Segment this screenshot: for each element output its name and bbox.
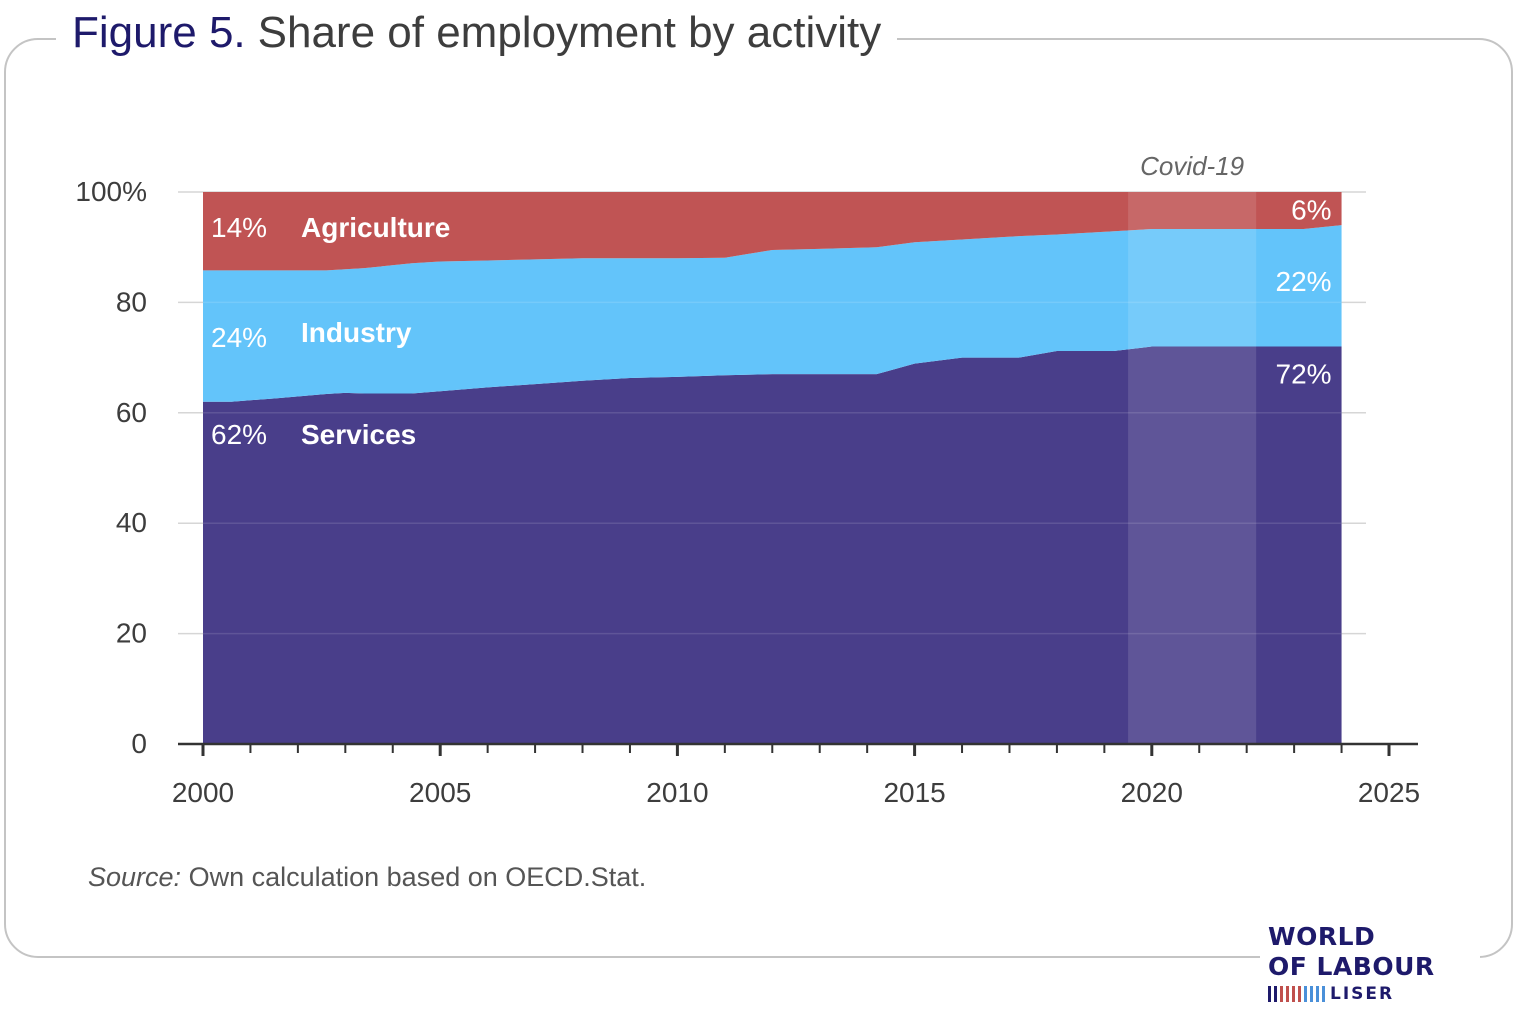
label-agriculture-name: Agriculture [301,212,450,243]
label-industry-end: 22% [1276,266,1332,297]
figure-title: Share of employment by activity [257,8,882,57]
label-industry-name: Industry [301,317,412,348]
figure-number: Figure 5. [72,8,246,57]
area-industry [203,225,1342,402]
y-tick-label: 100% [75,176,147,207]
x-tick-label: 2000 [172,777,234,808]
source-label: Source: [88,862,182,892]
logo-bar [1268,986,1271,1002]
area-services [203,346,1342,744]
x-tick-label: 2005 [409,777,471,808]
label-agriculture-start: 14% [211,212,267,243]
logo-line-3: LISER [1330,984,1395,1004]
y-tick-label: 0 [131,728,147,759]
logo-bar [1316,986,1319,1002]
source-text: Own calculation based on OECD.Stat. [181,862,647,892]
logo-bars [1268,986,1325,1002]
label-industry-start: 24% [211,322,267,353]
logo-bar [1286,986,1289,1002]
covid-highlight-band [1128,192,1257,744]
world-of-labour-logo: WORLD OF LABOUR LISER [1260,922,1480,1012]
y-tick-label: 60 [116,397,147,428]
logo-bar [1298,986,1301,1002]
logo-bar [1280,986,1283,1002]
logo-bar [1310,986,1313,1002]
figure-heading: Figure 5. Share of employment by activit… [56,8,898,68]
y-tick-label: 40 [116,507,147,538]
y-tick-label: 80 [116,286,147,317]
covid-label: Covid-19 [1140,151,1244,181]
logo-bottom: LISER [1260,984,1480,1004]
logo-bar [1274,986,1277,1002]
logo-bar [1304,986,1307,1002]
y-tick-label: 20 [116,618,147,649]
x-tick-label: 2020 [1121,777,1183,808]
x-tick-label: 2025 [1358,777,1420,808]
logo-bar [1322,986,1325,1002]
label-services-start: 62% [211,419,267,450]
logo-line-1: WORLD [1268,922,1376,951]
area-agriculture [203,192,1342,271]
x-tick-label: 2010 [646,777,708,808]
label-services-name: Services [301,419,416,450]
logo-line-2: OF LABOUR [1268,952,1435,981]
logo-bar [1292,986,1295,1002]
source-note: Source: Own calculation based on OECD.St… [88,862,646,893]
label-services-end: 72% [1276,359,1332,390]
label-agriculture-end: 6% [1291,195,1331,226]
area-chart: Covid-19 2000 2005 2010 2015 2020 2025 0 20 40 60 8… [75,151,1420,808]
x-tick-label: 2015 [883,777,945,808]
